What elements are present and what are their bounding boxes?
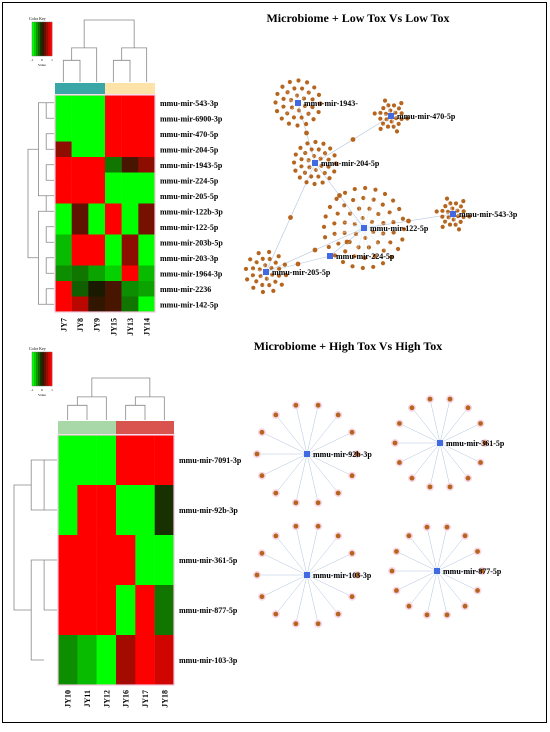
figure-frame: [2, 2, 547, 723]
